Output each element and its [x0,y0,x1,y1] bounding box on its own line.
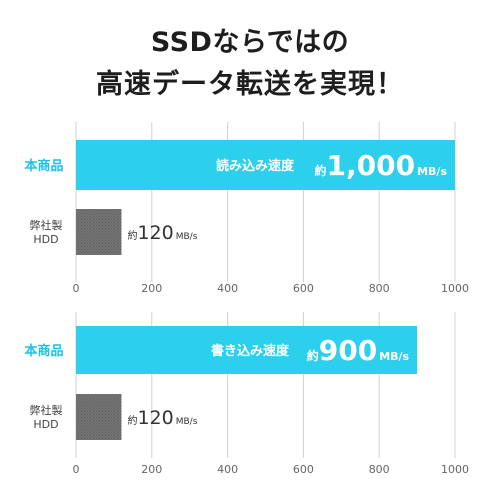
value-prefix: 約 [127,229,137,242]
value-unit: MB/s [176,232,198,242]
bar-caption: 書き込み速度 [211,343,290,359]
product-value-label: 約1,000 MB/s [315,149,448,182]
product-bar [76,140,455,190]
category-label: 本商品 [24,343,63,359]
x-tick-label: 0 [73,282,80,295]
x-tick-label: 800 [369,463,390,476]
value-prefix: 約 [307,348,319,363]
category-label: HDD [33,233,58,246]
headline-line-2: 高速データ転送を実現！ [96,69,404,100]
product-bar [76,326,418,374]
x-tick-label: 400 [217,282,238,295]
value-number: 120 [137,222,173,244]
x-tick-label: 1000 [441,463,469,476]
x-tick-label: 600 [293,463,314,476]
product-value-label: 約900 MB/s [307,334,410,367]
x-tick-label: 400 [217,463,238,476]
category-label: 弊社製 [30,218,63,232]
value-prefix: 約 [127,414,137,427]
x-tick-label: 200 [141,463,162,476]
competitor-bar [76,394,122,440]
competitor-value-label: 約120 MB/s [127,407,197,429]
value-unit: MB/s [417,165,447,178]
competitor-value-label: 約120 MB/s [127,222,197,244]
x-tick-label: 0 [73,463,80,476]
value-unit: MB/s [379,350,409,363]
value-prefix: 約 [315,163,327,178]
category-label: 本商品 [24,158,63,174]
category-label: HDD [33,418,58,431]
value-number: 1,000 [327,149,416,182]
x-tick-label: 600 [293,282,314,295]
headline-line-1: SSDならではの [150,27,350,58]
bar-caption: 読み込み速度 [216,158,295,174]
x-tick-label: 800 [369,282,390,295]
category-label: 弊社製 [30,403,63,417]
value-unit: MB/s [176,417,198,427]
x-tick-label: 200 [141,282,162,295]
value-number: 120 [137,407,173,429]
x-tick-label: 1000 [441,282,469,295]
value-number: 900 [319,334,377,367]
competitor-bar [76,209,122,255]
